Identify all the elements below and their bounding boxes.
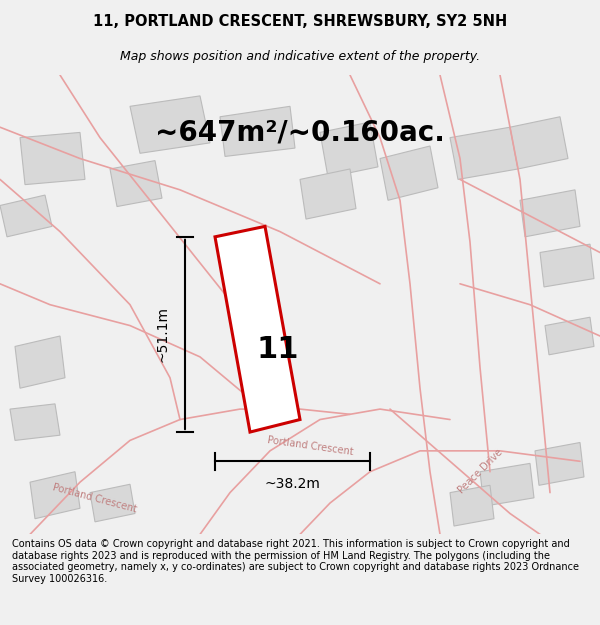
Polygon shape: [15, 336, 65, 388]
Polygon shape: [320, 122, 378, 177]
Text: 11, PORTLAND CRESCENT, SHREWSBURY, SY2 5NH: 11, PORTLAND CRESCENT, SHREWSBURY, SY2 5…: [93, 14, 507, 29]
Polygon shape: [215, 226, 300, 432]
Text: ~51.1m: ~51.1m: [156, 306, 170, 362]
Text: 11: 11: [256, 335, 299, 364]
Text: ~38.2m: ~38.2m: [265, 478, 320, 491]
Text: ~647m²/~0.160ac.: ~647m²/~0.160ac.: [155, 118, 445, 146]
Polygon shape: [380, 146, 438, 200]
Polygon shape: [450, 127, 518, 179]
Polygon shape: [450, 485, 494, 526]
Polygon shape: [0, 195, 52, 237]
Text: Map shows position and indicative extent of the property.: Map shows position and indicative extent…: [120, 50, 480, 62]
Polygon shape: [540, 244, 594, 287]
Text: Peace Drive: Peace Drive: [456, 448, 504, 496]
Polygon shape: [535, 442, 584, 485]
Text: Portland Crescent: Portland Crescent: [266, 434, 353, 457]
Polygon shape: [510, 117, 568, 169]
Polygon shape: [90, 484, 135, 522]
Polygon shape: [20, 132, 85, 184]
Polygon shape: [545, 318, 594, 355]
Text: Portland Crescent: Portland Crescent: [52, 482, 138, 514]
Polygon shape: [10, 404, 60, 441]
Polygon shape: [300, 169, 356, 219]
Polygon shape: [130, 96, 210, 153]
Polygon shape: [520, 190, 580, 237]
Polygon shape: [110, 161, 162, 206]
Polygon shape: [30, 472, 80, 519]
Polygon shape: [480, 463, 534, 506]
Text: Contains OS data © Crown copyright and database right 2021. This information is : Contains OS data © Crown copyright and d…: [12, 539, 579, 584]
Polygon shape: [220, 106, 295, 156]
